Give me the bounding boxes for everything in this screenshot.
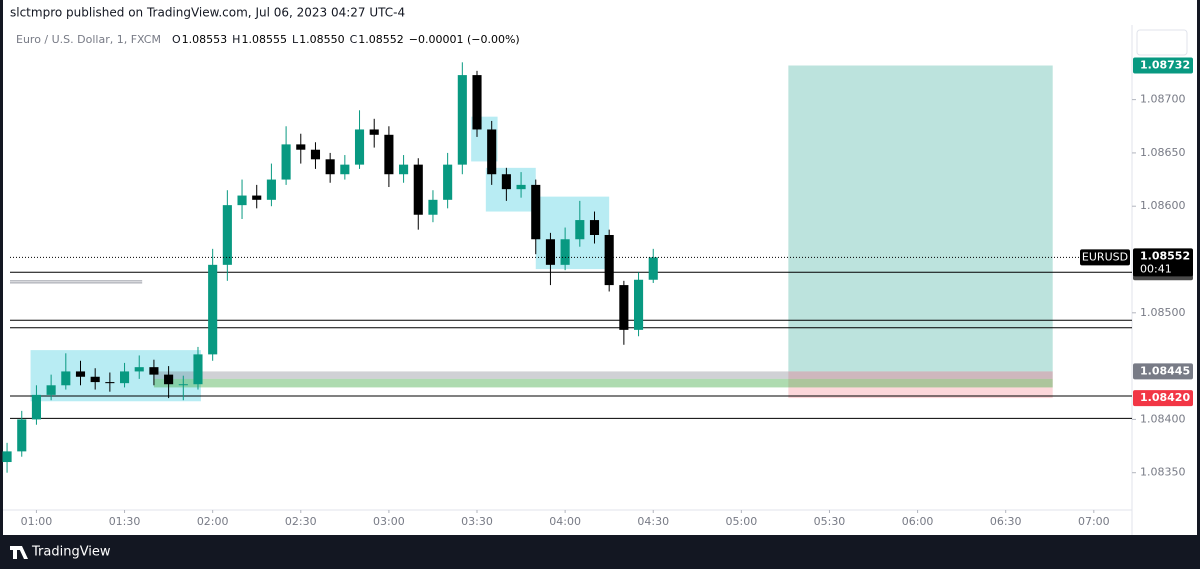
candle-body: [619, 285, 629, 330]
brand: TradingView: [31, 545, 111, 560]
x-tick-label: 01:00: [21, 515, 53, 528]
last-price: 1.08552: [1140, 249, 1190, 262]
settings-button[interactable]: [1136, 29, 1188, 56]
candle-body: [75, 371, 86, 377]
y-tick-label: 1.08600: [1140, 199, 1186, 212]
candle-body: [90, 376, 100, 383]
candle-body: [164, 374, 174, 385]
candle-body: [149, 367, 159, 375]
ohlc-legend: O 1.08553 H 1.08555 L 1.08550 C 1.08552 −0.00001…: [172, 33, 520, 46]
zone: [788, 65, 1053, 372]
x-tick-label: 04:30: [637, 515, 669, 528]
plot: 1.08700 1.08650 1.08600 1.08500 1.08400 1.083…: [2, 57, 1193, 528]
symbol-tag-bg: [1080, 249, 1130, 266]
candle-body: [252, 195, 262, 200]
candle-body: [310, 149, 321, 160]
countdown: 00:41: [1140, 262, 1172, 275]
change: −0.00001 (−0.00%): [409, 33, 520, 46]
candle-body: [560, 239, 570, 265]
x-tick-label: 07:00: [1078, 515, 1110, 528]
candle-body: [340, 164, 350, 175]
candle-body: [296, 144, 306, 150]
candle-body: [487, 129, 497, 175]
candle-body: [575, 220, 585, 240]
ohlc-key: C: [350, 33, 358, 46]
x-tick-label: 03:30: [461, 515, 493, 528]
candle-body: [105, 382, 115, 384]
chart-area: [3, 25, 1197, 535]
candle-body: [472, 75, 482, 130]
candle-body: [61, 371, 71, 386]
candle-body: [604, 234, 614, 286]
candle-body: [501, 174, 511, 190]
symbol-tag: EURUSD: [1082, 250, 1128, 263]
ohlc-key: H: [232, 33, 240, 46]
ohlc-value: 1.08550: [299, 33, 345, 46]
candle-body: [208, 264, 218, 355]
candle-body: [237, 195, 247, 206]
ohlc-value: 1.08552: [358, 33, 404, 46]
candle-body: [399, 164, 409, 175]
candle-body: [222, 205, 232, 265]
candle-body: [2, 451, 12, 463]
candle-body: [46, 385, 56, 395]
candle-body: [17, 419, 27, 452]
candle-body: [193, 354, 203, 385]
candle-body: [119, 371, 130, 384]
candle-body: [531, 184, 541, 240]
x-tick-label: 06:30: [990, 515, 1022, 528]
price-label: 1.08445: [1140, 364, 1190, 377]
publisher: slctmpro published on TradingView.com, J…: [10, 6, 405, 20]
y-tick-label: 1.08400: [1140, 412, 1186, 425]
candle-body: [354, 129, 365, 165]
candle-body: [648, 257, 658, 280]
candle-body: [589, 220, 600, 235]
candle-body: [31, 394, 41, 420]
candle-body: [178, 384, 188, 386]
price-label-bg: [1133, 390, 1193, 407]
x-tick-label: 03:00: [373, 515, 405, 528]
y-tick-label: 1.08650: [1140, 146, 1186, 159]
ohlc-value: 1.08553: [182, 33, 228, 46]
candle-body: [134, 367, 144, 372]
x-tick-label: 05:30: [814, 515, 846, 528]
ohlc-key: O: [172, 33, 181, 46]
zone: [153, 378, 1053, 388]
y-tick-label: 1.08350: [1140, 466, 1186, 479]
candle-body: [369, 129, 379, 135]
x-tick-label: 02:00: [197, 515, 229, 528]
symbol-label: Euro / U.S. Dollar, 1, FXCM: [16, 33, 161, 46]
ohlc-value: 1.08555: [241, 33, 287, 46]
price-label-bg: [1133, 57, 1193, 74]
candle-body: [443, 164, 453, 200]
candle-body: [545, 239, 555, 265]
candle-body: [413, 164, 423, 215]
x-tick-label: 06:00: [902, 515, 934, 528]
last-price-bg: [1133, 248, 1193, 277]
candle-body: [266, 179, 276, 200]
zone: [788, 371, 1053, 399]
x-tick-label: 04:00: [549, 515, 581, 528]
candle-body: [281, 144, 291, 180]
x-tick-label: 01:30: [109, 515, 141, 528]
logo: [10, 546, 28, 559]
candle-body: [428, 199, 438, 215]
candle-body: [634, 279, 644, 330]
y-tick-label: 1.08700: [1140, 93, 1186, 106]
x-tick-label: 05:00: [726, 515, 758, 528]
ohlc-key: L: [292, 33, 299, 46]
header-bar: [3, 0, 1197, 25]
price-label: 1.08732: [1140, 59, 1190, 72]
candle-body: [384, 134, 394, 175]
y-tick-label: 1.08500: [1140, 306, 1186, 319]
candle-body: [325, 159, 335, 175]
x-tick-label: 02:30: [285, 515, 317, 528]
candle-body: [516, 184, 526, 190]
price-label-bg: [1133, 363, 1193, 380]
candle-body: [457, 75, 467, 165]
price-label: 1.08420: [1140, 391, 1190, 404]
zone: [153, 371, 1053, 379]
